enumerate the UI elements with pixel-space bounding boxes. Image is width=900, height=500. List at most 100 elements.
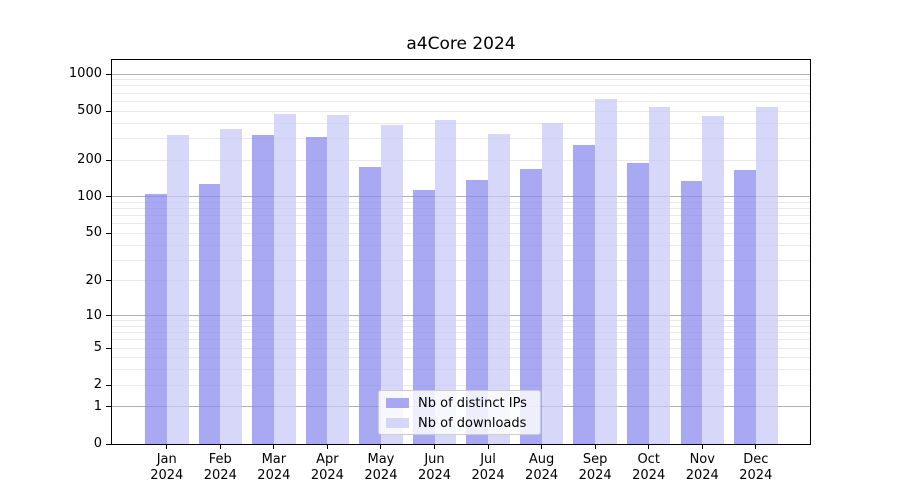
bar-distinct-ips — [626, 163, 649, 444]
minor-gridline — [112, 201, 810, 203]
x-tick-mark — [755, 445, 757, 449]
y-tick-mark — [106, 110, 111, 112]
minor-gridline — [112, 369, 810, 371]
y-tick-label: 10 — [85, 307, 102, 323]
legend: Nb of distinct IPs Nb of downloads — [378, 390, 541, 435]
legend-swatch-distinct-ips — [386, 398, 409, 408]
bar-distinct-ips — [734, 170, 756, 444]
bar-downloads — [488, 133, 510, 444]
x-tick-label: Nov 2024 — [667, 452, 737, 484]
bar-distinct-ips — [466, 180, 489, 444]
minor-gridline — [112, 159, 810, 161]
x-tick-mark — [487, 445, 489, 449]
bar-distinct-ips — [145, 194, 167, 444]
minor-gridline — [112, 110, 810, 112]
x-tick-label-line: Mar — [261, 452, 287, 467]
y-tick-label: 2 — [93, 377, 102, 393]
x-tick-mark — [326, 445, 328, 449]
bar-distinct-ips — [198, 183, 221, 444]
x-tick-label-line: 2024 — [632, 468, 666, 483]
major-gridline — [112, 73, 810, 75]
y-tick-label: 1000 — [68, 66, 102, 82]
legend-label-downloads: Nb of downloads — [418, 415, 527, 431]
bar-downloads — [220, 129, 243, 444]
bar-downloads — [273, 113, 296, 444]
x-tick-label-line: 2024 — [417, 468, 452, 483]
y-tick-mark — [106, 347, 111, 349]
minor-gridline — [112, 244, 810, 246]
x-tick-mark — [273, 445, 275, 449]
x-tick-label: Jul 2024 — [453, 452, 523, 484]
minor-gridline — [112, 384, 810, 386]
x-tick-mark — [701, 445, 703, 449]
minor-gridline — [112, 280, 810, 282]
bar-distinct-ips — [412, 190, 435, 444]
minor-gridline — [112, 357, 810, 359]
bar-distinct-ips — [359, 166, 381, 444]
minor-gridline — [112, 92, 810, 94]
bar-downloads — [702, 115, 724, 444]
y-tick-mark — [106, 406, 111, 408]
x-tick-mark — [541, 445, 543, 449]
y-tick-mark — [106, 384, 111, 386]
x-tick-label-line: Dec — [743, 452, 769, 467]
x-tick-label-line: Jun — [424, 452, 445, 467]
bar-distinct-ips — [680, 180, 703, 444]
x-tick-mark — [219, 445, 221, 449]
y-tick-label: 100 — [77, 188, 102, 204]
y-tick-mark — [106, 196, 111, 198]
x-tick-label: Apr 2024 — [292, 452, 362, 484]
minor-gridline — [112, 100, 810, 102]
minor-gridline — [112, 232, 810, 234]
bar-downloads — [327, 115, 350, 444]
x-tick-label-line: 2024 — [257, 468, 291, 483]
x-tick-mark — [434, 445, 435, 449]
x-tick-label: Jun 2024 — [400, 452, 470, 484]
x-tick-label: Aug 2024 — [507, 452, 577, 484]
x-tick-label: Mar 2024 — [239, 452, 309, 484]
y-tick-label: 50 — [85, 225, 102, 241]
x-tick-label-line: May — [367, 452, 395, 467]
minor-gridline — [112, 347, 810, 349]
y-tick-mark — [106, 73, 111, 75]
x-tick-label-line: 2024 — [525, 468, 559, 483]
x-tick-label: Jan 2024 — [132, 452, 202, 484]
minor-gridline — [112, 320, 810, 322]
y-tick-mark — [106, 315, 111, 317]
x-tick-label-line: 2024 — [203, 468, 237, 483]
y-tick-label: 0 — [93, 436, 102, 451]
x-tick-label-line: Aug — [528, 452, 555, 467]
bar-distinct-ips — [305, 136, 328, 444]
x-tick-label-line: Jul — [480, 452, 496, 467]
x-tick-mark — [594, 445, 596, 449]
minor-gridline — [112, 325, 810, 327]
x-tick-mark — [380, 445, 382, 449]
x-tick-label-line: Sep — [582, 452, 608, 467]
minor-gridline — [112, 259, 810, 261]
y-tick-label: 5 — [93, 340, 102, 356]
bar-distinct-ips — [252, 134, 274, 444]
bar-downloads — [380, 125, 403, 444]
minor-gridline — [112, 85, 810, 87]
minor-gridline — [112, 332, 810, 334]
major-gridline — [112, 315, 810, 317]
minor-gridline — [112, 339, 810, 341]
x-tick-mark — [648, 445, 650, 449]
y-tick-label: 200 — [77, 152, 102, 167]
bar-downloads — [541, 122, 564, 444]
minor-gridline — [112, 79, 810, 81]
x-tick-label-line: Feb — [208, 452, 232, 467]
x-tick-label-line: 2024 — [739, 468, 773, 483]
x-tick-label: Oct 2024 — [614, 452, 684, 484]
x-tick-label: Sep 2024 — [560, 452, 630, 484]
x-tick-label-line: 2024 — [578, 468, 612, 483]
bar-distinct-ips — [519, 168, 542, 444]
minor-gridline — [112, 223, 810, 225]
x-tick-label-line: Oct — [637, 452, 660, 467]
legend-item-downloads: Nb of downloads — [386, 413, 540, 433]
y-tick-mark — [106, 232, 111, 234]
y-tick-mark — [106, 443, 111, 445]
x-tick-label: May 2024 — [346, 452, 416, 484]
minor-gridline — [112, 215, 810, 217]
x-tick-label-line: 2024 — [310, 468, 344, 483]
